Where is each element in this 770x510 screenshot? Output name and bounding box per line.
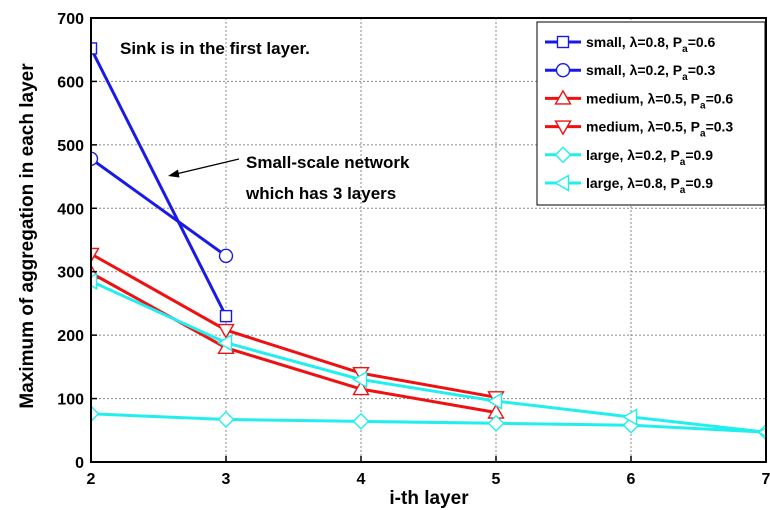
data-point [91, 151, 99, 167]
legend-label: medium, λ=0.5, Pa=0.3 [586, 119, 733, 140]
series-line [91, 279, 766, 434]
series-6 [91, 272, 766, 438]
legend-entry: medium, λ=0.5, Pa=0.3 [545, 119, 733, 140]
y-tick-label: 100 [57, 392, 84, 409]
series-line [91, 47, 228, 317]
series-layer [91, 42, 766, 441]
annotation-sink: Sink is in the first layer. [120, 39, 310, 58]
annotation-arrowhead [168, 169, 180, 178]
data-point [622, 408, 638, 426]
y-axis-title: Maximum of aggregation in each layer [17, 63, 38, 409]
series-line [91, 157, 227, 258]
x-tick-label: 7 [762, 471, 770, 488]
legend-entry: medium, λ=0.5, Pa=0.6 [545, 89, 733, 111]
data-point [219, 309, 233, 323]
data-point [218, 248, 234, 264]
data-point [217, 411, 235, 428]
x-tick-label: 6 [627, 471, 636, 488]
series-line [91, 412, 766, 434]
annotation-small-scale-line2: which has 3 layers [245, 184, 396, 203]
legend-marker [555, 62, 571, 78]
data-point [91, 247, 100, 263]
series-line [91, 252, 497, 399]
series-3 [91, 264, 505, 419]
x-tick-label: 3 [222, 471, 231, 488]
legend-marker [554, 120, 572, 136]
y-tick-label: 200 [57, 328, 84, 345]
x-tick-label: 4 [357, 471, 366, 488]
plot-frame [90, 17, 767, 463]
data-point [91, 405, 100, 423]
data-point [91, 272, 98, 290]
legend-box [536, 21, 766, 206]
legend-label: medium, λ=0.5, Pa=0.6 [586, 90, 733, 111]
data-point [217, 323, 235, 339]
annotation-small-scale: Small-scale network which has 3 layers [168, 153, 410, 203]
legend-marker [556, 35, 570, 49]
y-tick-label: 500 [57, 138, 84, 155]
x-axis-title: i-th layer [389, 488, 469, 509]
series-2 [91, 151, 234, 264]
data-point [352, 380, 370, 396]
y-tick-label: 0 [75, 455, 84, 472]
data-point [352, 370, 368, 389]
x-tick-label: 5 [492, 471, 501, 488]
data-point [487, 414, 505, 432]
data-point [217, 334, 233, 352]
data-point [352, 412, 370, 430]
annotation-small-scale-line1: Small-scale network [246, 153, 410, 172]
legend-marker [554, 89, 572, 105]
series-5 [91, 405, 766, 441]
data-point [91, 42, 98, 55]
legend-marker [554, 146, 572, 164]
data-point [487, 392, 503, 410]
axis-ticks: 2 3 4 5 6 7 0 100 200 300 400 500 600 700 [57, 11, 770, 488]
y-tick-label: 400 [57, 201, 84, 218]
y-tick-label: 700 [57, 11, 84, 28]
legend-marker [554, 174, 570, 192]
annotation-arrow [175, 158, 240, 175]
y-tick-label: 600 [57, 74, 84, 91]
x-tick-label: 2 [87, 471, 96, 488]
y-tick-label: 300 [57, 265, 84, 282]
series-1 [91, 42, 233, 323]
